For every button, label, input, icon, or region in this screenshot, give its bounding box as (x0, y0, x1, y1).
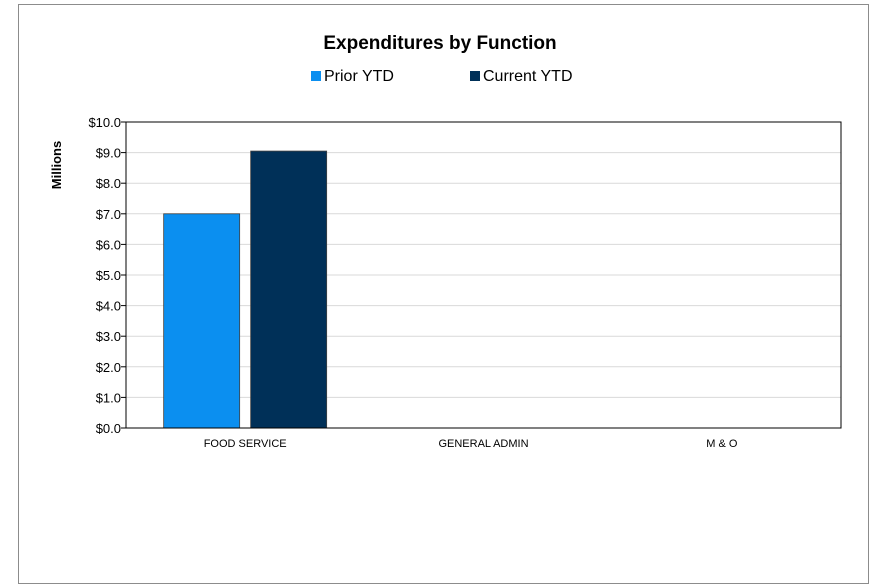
y-tick-label: $1.0 (96, 390, 121, 405)
y-tick-label: $7.0 (96, 207, 121, 222)
y-tick-label: $5.0 (96, 268, 121, 283)
x-tick-label: FOOD SERVICE (204, 438, 287, 450)
y-tick-label: $6.0 (96, 237, 121, 252)
y-axis-ticks: $0.0 $1.0 $2.0 $3.0 $4.0 $5.0 $6.0 $7.0 $8.0 $9.0… (88, 115, 126, 436)
legend-swatch-current (470, 71, 480, 81)
y-tick-label: $10.0 (88, 115, 121, 130)
legend-label-current: Current YTD (483, 68, 573, 85)
y-tick-label: $9.0 (96, 146, 121, 161)
y-tick-label: $0.0 (96, 421, 121, 436)
legend-label-prior: Prior YTD (324, 68, 394, 85)
x-tick-label: M & O (706, 438, 738, 450)
bar-chart: Expenditures by Function Prior YTD Curre… (49, 33, 842, 450)
y-tick-label: $3.0 (96, 329, 121, 344)
y-tick-label: $8.0 (96, 176, 121, 191)
y-tick-label: $2.0 (96, 360, 121, 375)
bar-current-ytd (250, 150, 328, 429)
x-tick-label: GENERAL ADMIN (438, 438, 528, 450)
chart-frame (18, 4, 869, 584)
chart-title: Expenditures by Function (323, 33, 556, 54)
x-axis-ticks: FOOD SERVICE GENERAL ADMIN M & O (204, 438, 738, 450)
legend-swatch-prior (311, 71, 321, 81)
legend: Prior YTD Current YTD (311, 68, 573, 85)
y-axis-label: Millions (49, 141, 64, 189)
y-tick-label: $4.0 (96, 299, 121, 314)
bar-prior-ytd (163, 213, 241, 429)
gridlines (126, 152, 841, 398)
bars (163, 150, 328, 429)
